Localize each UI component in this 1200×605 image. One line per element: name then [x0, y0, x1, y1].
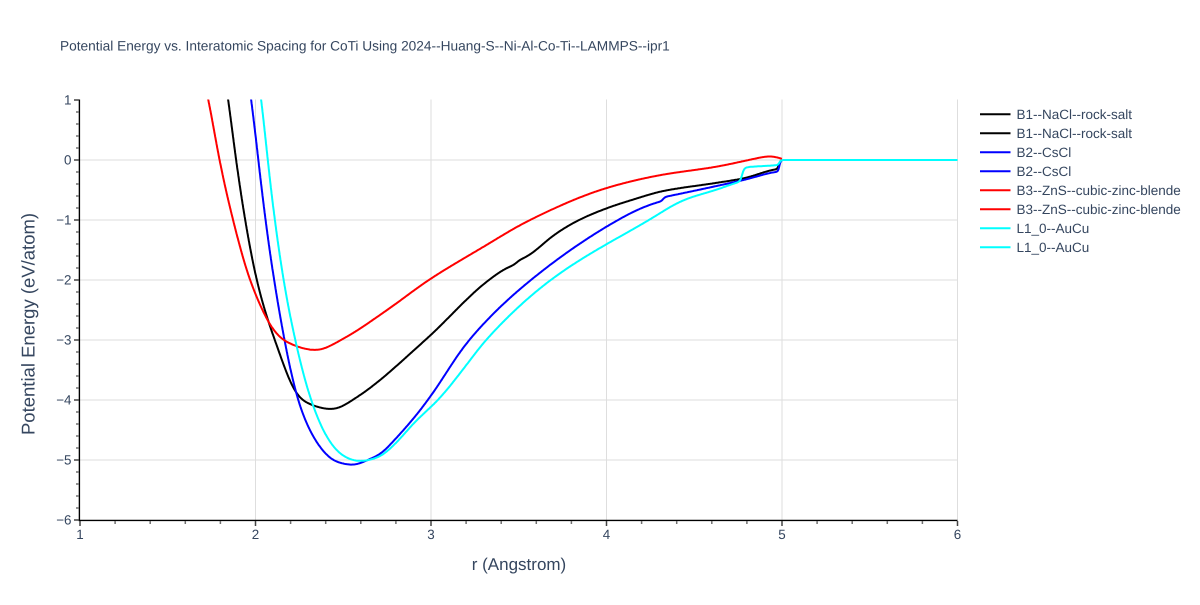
svg-text:−6: −6: [56, 513, 71, 528]
svg-text:1: 1: [76, 527, 83, 542]
svg-text:−3: −3: [56, 333, 71, 348]
svg-text:Potential Energy (eV/atom): Potential Energy (eV/atom): [18, 213, 39, 435]
svg-text:5: 5: [778, 527, 785, 542]
svg-text:−2: −2: [56, 273, 71, 288]
svg-text:−4: −4: [56, 393, 72, 408]
svg-text:6: 6: [954, 527, 961, 542]
svg-text:L1_0--AuCu: L1_0--AuCu: [1017, 221, 1090, 236]
svg-text:r (Angstrom): r (Angstrom): [472, 555, 566, 574]
svg-text:−1: −1: [56, 213, 71, 228]
svg-text:2: 2: [252, 527, 259, 542]
svg-text:4: 4: [603, 527, 611, 542]
svg-text:Potential Energy vs. Interatom: Potential Energy vs. Interatomic Spacing…: [60, 39, 670, 54]
svg-text:0: 0: [64, 153, 71, 168]
svg-text:B2--CsCl: B2--CsCl: [1017, 145, 1072, 160]
svg-text:B1--NaCl--rock-salt: B1--NaCl--rock-salt: [1017, 126, 1133, 141]
svg-text:B3--ZnS--cubic-zinc-blende: B3--ZnS--cubic-zinc-blende: [1017, 183, 1181, 198]
svg-text:B1--NaCl--rock-salt: B1--NaCl--rock-salt: [1017, 107, 1133, 122]
svg-text:3: 3: [427, 527, 434, 542]
svg-text:B2--CsCl: B2--CsCl: [1017, 164, 1072, 179]
svg-text:L1_0--AuCu: L1_0--AuCu: [1017, 240, 1090, 255]
svg-text:B3--ZnS--cubic-zinc-blende: B3--ZnS--cubic-zinc-blende: [1017, 202, 1181, 217]
svg-text:1: 1: [64, 93, 71, 108]
svg-text:−5: −5: [56, 453, 71, 468]
